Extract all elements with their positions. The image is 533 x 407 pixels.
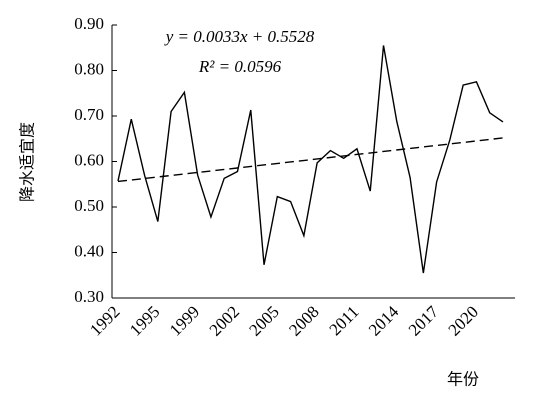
- x-axis-title: 年份: [447, 370, 479, 389]
- trend-equation: y = 0.0033x + 0.5528: [164, 27, 315, 46]
- y-tick-label: 0.30: [74, 287, 104, 306]
- y-tick-label: 0.90: [74, 14, 104, 33]
- x-tick-label: 2005: [245, 302, 282, 339]
- data-line: [117, 45, 504, 274]
- x-tick-label: 2002: [206, 302, 243, 339]
- trend-r2: R² = 0.0596: [198, 57, 282, 76]
- x-tick-label: 2011: [326, 302, 363, 339]
- x-tick-label: 2017: [405, 302, 443, 340]
- y-tick-label: 0.60: [74, 150, 104, 169]
- y-tick-label: 0.50: [74, 196, 104, 215]
- x-tick-label: 2014: [365, 302, 403, 340]
- y-axis-title: 降水适宜度: [18, 122, 37, 202]
- x-tick-label: 1992: [86, 302, 123, 339]
- x-tick-label: 2020: [445, 302, 482, 339]
- trend-line: [117, 137, 504, 183]
- x-tick-label: 1995: [126, 302, 163, 339]
- x-tick-label: 1999: [166, 302, 203, 339]
- y-tick-label: 0.70: [74, 105, 104, 124]
- y-tick-label: 0.80: [74, 59, 104, 78]
- y-tick-label: 0.40: [74, 241, 104, 260]
- x-tick-label: 2008: [285, 302, 322, 339]
